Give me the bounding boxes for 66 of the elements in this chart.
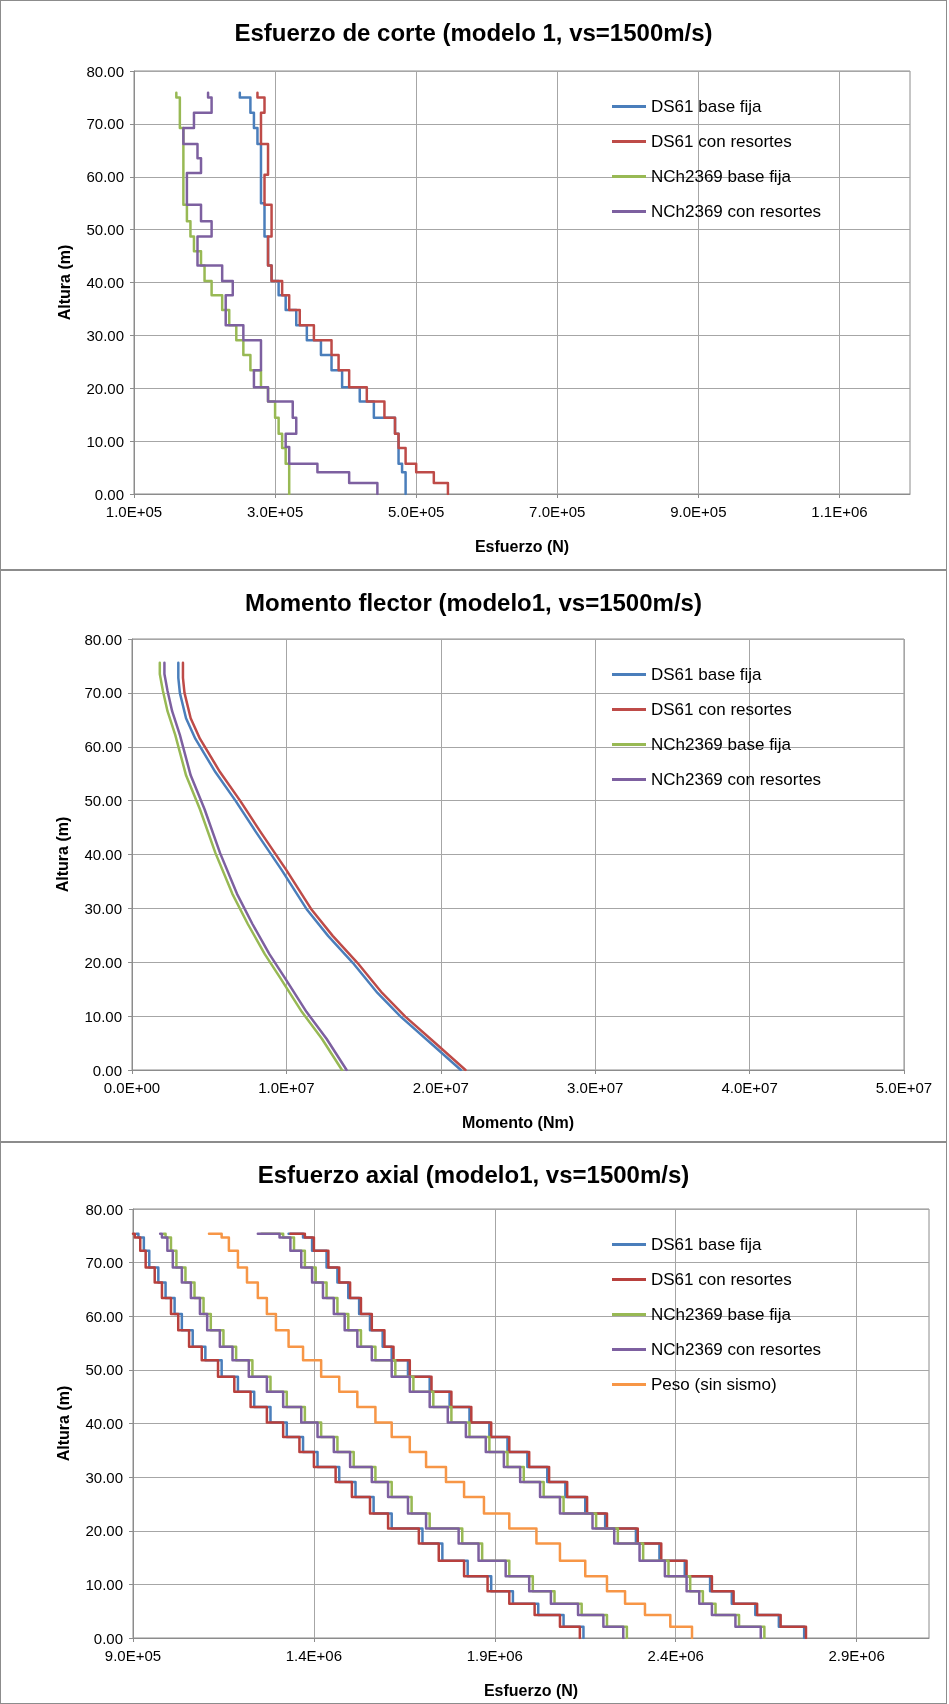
- chart-title: Esfuerzo de corte (modelo 1, vs=1500m/s): [234, 18, 713, 46]
- y-tick-label: 20.00: [86, 379, 124, 397]
- legend-label: DS61 base fija: [651, 1235, 763, 1254]
- legend-label: DS61 con resortes: [651, 132, 792, 151]
- y-tick-label: 10.00: [86, 432, 124, 450]
- x-tick-label: 7.0E+05: [529, 503, 586, 520]
- y-tick-label: 20.00: [85, 1522, 123, 1540]
- y-tick-label: 0.00: [92, 1061, 122, 1079]
- y-tick-label: 40.00: [84, 846, 122, 863]
- legend-label: NCh2369 base fija: [651, 735, 792, 754]
- legend-label: NCh2369 con resortes: [651, 1340, 822, 1359]
- y-tick-label: 80.00: [85, 1200, 123, 1218]
- x-tick-label: 3.0E+07: [567, 1079, 624, 1096]
- y-tick-label: 50.00: [84, 792, 122, 810]
- x-tick-label: 4.0E+07: [721, 1079, 778, 1096]
- y-tick-label: 30.00: [85, 1468, 123, 1486]
- y-tick-label: 0.00: [93, 1629, 123, 1647]
- y-tick-label: 50.00: [85, 1361, 123, 1379]
- legend-label: DS61 base fija: [651, 665, 763, 684]
- y-axis-title: Altura (m): [54, 1385, 72, 1462]
- legend-label: DS61 base fija: [651, 97, 763, 116]
- x-tick-label: 2.4E+06: [647, 1647, 704, 1664]
- x-tick-label: 0.0E+00: [103, 1079, 161, 1096]
- y-tick-label: 60.00: [86, 168, 124, 186]
- y-tick-label: 60.00: [85, 1307, 123, 1325]
- y-tick-label: 40.00: [86, 274, 124, 291]
- legend-label: NCh2369 con resortes: [651, 770, 822, 789]
- y-tick-label: 50.00: [86, 221, 124, 239]
- y-tick-label: 20.00: [84, 953, 122, 971]
- chart-title: Esfuerzo axial (modelo1, vs=1500m/s): [257, 1160, 690, 1188]
- y-tick-label: 30.00: [86, 326, 124, 344]
- legend-label: DS61 con resortes: [651, 700, 792, 719]
- y-tick-label: 10.00: [84, 1007, 122, 1025]
- legend-label: Peso (sin sismo): [651, 1375, 777, 1394]
- x-tick-label: 1.9E+06: [466, 1647, 523, 1664]
- x-axis-title: Momento (Nm): [462, 1113, 574, 1131]
- x-axis-title: Esfuerzo (N): [483, 1681, 579, 1699]
- x-axis-title: Esfuerzo (N): [474, 537, 570, 555]
- y-tick-label: 40.00: [85, 1415, 123, 1432]
- legend-label: DS61 con resortes: [651, 1270, 792, 1289]
- y-axis-title: Altura (m): [55, 244, 73, 321]
- x-tick-label: 5.0E+05: [388, 503, 445, 520]
- x-tick-label: 1.4E+06: [285, 1647, 343, 1664]
- x-tick-label: 1.0E+05: [105, 503, 163, 520]
- y-axis-title: Altura (m): [53, 816, 71, 893]
- y-tick-label: 60.00: [84, 738, 122, 756]
- legend-label: NCh2369 con resortes: [651, 202, 822, 221]
- y-tick-label: 80.00: [86, 62, 124, 80]
- x-tick-label: 2.0E+07: [412, 1079, 469, 1096]
- x-tick-label: 9.0E+05: [670, 503, 727, 520]
- x-tick-label: 3.0E+05: [246, 503, 304, 520]
- y-tick-label: 70.00: [86, 115, 124, 133]
- y-tick-label: 80.00: [84, 630, 122, 648]
- x-tick-label: 5.0E+07: [875, 1079, 933, 1096]
- chart-title: Momento flector (modelo1, vs=1500m/s): [245, 588, 702, 616]
- y-tick-label: 30.00: [84, 899, 122, 917]
- x-tick-label: 1.0E+07: [258, 1079, 315, 1096]
- y-tick-label: 70.00: [84, 684, 122, 702]
- legend-label: NCh2369 base fija: [651, 1305, 792, 1324]
- x-tick-label: 2.9E+06: [828, 1647, 885, 1664]
- x-tick-label: 9.0E+05: [104, 1647, 162, 1664]
- legend-label: NCh2369 base fija: [651, 167, 792, 186]
- x-tick-label: 1.1E+06: [811, 503, 868, 520]
- y-tick-label: 0.00: [94, 485, 124, 503]
- y-tick-label: 70.00: [85, 1254, 123, 1272]
- y-tick-label: 10.00: [85, 1575, 123, 1593]
